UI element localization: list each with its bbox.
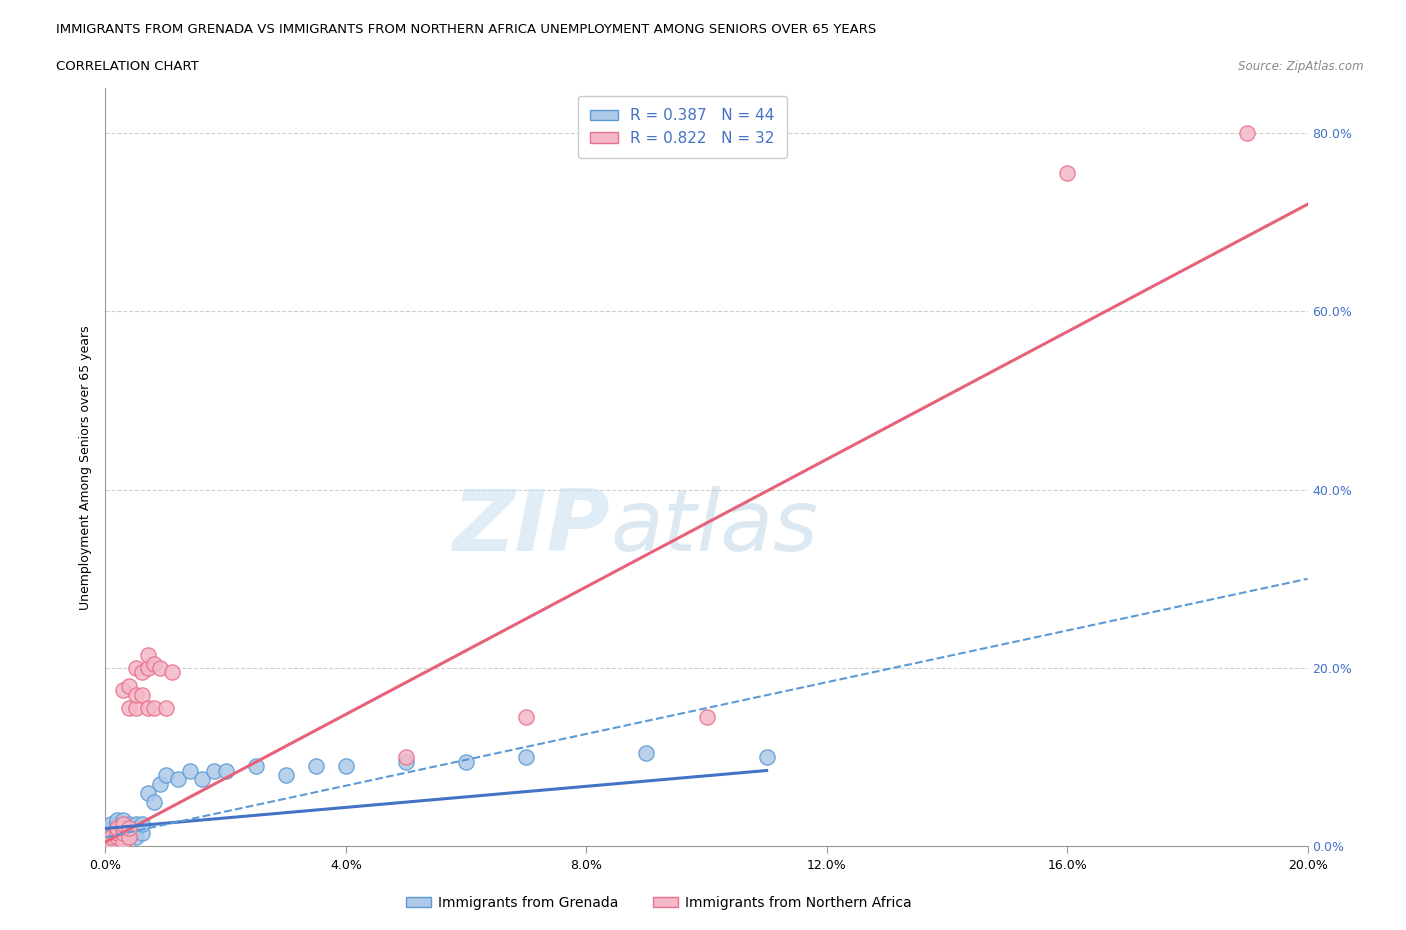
Point [131,817,153,831]
Point [131,826,153,841]
Point [696,710,718,724]
Point [124,817,146,831]
Point [112,817,135,831]
Point [202,763,225,777]
Point [118,700,141,715]
Point [179,763,201,777]
Point [112,826,135,841]
Point [107,830,129,844]
Point [305,759,328,774]
Point [118,678,141,693]
Point [142,794,165,809]
Point [1236,126,1258,140]
Point [142,700,165,715]
Point [118,821,141,836]
Point [515,710,537,724]
Point [755,750,778,764]
Point [100,834,122,849]
Point [515,750,537,764]
Point [166,772,188,787]
Point [454,754,477,769]
Point [124,830,146,844]
Point [245,759,267,774]
Point [112,830,135,844]
Text: IMMIGRANTS FROM GRENADA VS IMMIGRANTS FROM NORTHERN AFRICA UNEMPLOYMENT AMONG SE: IMMIGRANTS FROM GRENADA VS IMMIGRANTS FR… [56,23,876,36]
Point [100,834,122,849]
Point [112,812,135,827]
Point [636,745,658,760]
Point [124,660,146,675]
Point [214,763,236,777]
Point [395,750,418,764]
Point [118,817,141,831]
Point [118,826,141,841]
Point [112,821,135,836]
Point [100,830,122,844]
Point [100,826,122,841]
Point [136,700,159,715]
Point [136,785,159,800]
Point [142,656,165,671]
Point [112,826,135,841]
Point [190,772,212,787]
Point [1056,166,1078,180]
Point [148,660,170,675]
Point [118,830,141,844]
Point [274,767,297,782]
Point [100,817,122,831]
Point [100,830,122,844]
Point [160,665,183,680]
Point [112,821,135,836]
Point [107,812,129,827]
Point [112,834,135,849]
Point [148,777,170,791]
Point [136,660,159,675]
Point [107,826,129,841]
Point [112,683,135,698]
Point [107,830,129,844]
Point [107,817,129,831]
Point [100,821,122,836]
Text: CORRELATION CHART: CORRELATION CHART [56,60,200,73]
Point [131,687,153,702]
Point [112,834,135,849]
Point [136,647,159,662]
Point [107,821,129,836]
Y-axis label: Unemployment Among Seniors over 65 years: Unemployment Among Seniors over 65 years [79,325,93,610]
Point [107,821,129,836]
Point [155,767,177,782]
Point [112,817,135,831]
Point [107,826,129,841]
Point [131,665,153,680]
Point [335,759,357,774]
Point [107,834,129,849]
Point [124,700,146,715]
Point [118,821,141,836]
Text: Source: ZipAtlas.com: Source: ZipAtlas.com [1239,60,1364,73]
Point [118,830,141,844]
Point [395,754,418,769]
Legend: Immigrants from Grenada, Immigrants from Northern Africa: Immigrants from Grenada, Immigrants from… [401,890,917,915]
Text: ZIP: ZIP [453,486,610,569]
Point [124,821,146,836]
Point [155,700,177,715]
Text: atlas: atlas [610,486,818,569]
Point [124,687,146,702]
